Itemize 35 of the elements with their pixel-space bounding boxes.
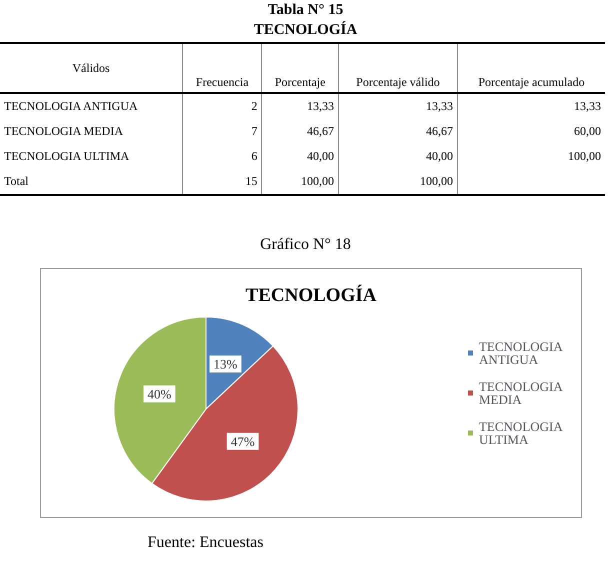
text: 15 [182, 169, 262, 195]
text: 13,33 [262, 93, 338, 119]
text: TECNOLOGIA ULTIMA [3, 148, 130, 165]
text: 100,00 [457, 144, 605, 169]
text: Tabla N° 15 [266, 1, 344, 20]
text: TECNOLOGÍA [252, 20, 358, 40]
text: 6 [182, 144, 262, 169]
legend-label: TECNOLOGIA ANTIGUA [478, 339, 566, 367]
category-label: Porcentaje [262, 43, 338, 93]
text: 40,00 [338, 144, 458, 169]
data-label: 13% [214, 356, 238, 372]
text: TECNOLOGIA MEDIA [3, 123, 124, 140]
chart-title: TECNOLOGÍA [246, 284, 377, 306]
data-label: 47% [230, 434, 255, 449]
text: 100,00 [338, 169, 458, 195]
text: 13,33 [457, 93, 605, 119]
category-label: Frecuencia [182, 43, 262, 93]
text: 2 [182, 93, 262, 119]
text: 40,00 [262, 144, 338, 169]
text: TECNOLOGIA ANTIGUA [3, 98, 139, 115]
text: 46,67 [338, 119, 458, 144]
category-label: Porcentaje válido [338, 43, 458, 93]
text: 100,00 [262, 169, 338, 195]
text: 7 [182, 119, 262, 144]
category-label: Porcentaje acumulado [457, 43, 605, 93]
source-note: Fuente: Encuestas [146, 534, 264, 552]
text: 13,33 [338, 93, 458, 119]
legend-label: TECNOLOGIA MEDIA [478, 379, 566, 407]
category-label: Válidos [0, 43, 183, 93]
legend-label: TECNOLOGIA ULTIMA [478, 419, 566, 447]
text: Gráfico N° 18 [259, 236, 352, 254]
text: 60,00 [457, 119, 605, 144]
text: 46,67 [262, 119, 338, 144]
data-label: 40% [147, 386, 172, 402]
text: Total [0, 169, 183, 195]
